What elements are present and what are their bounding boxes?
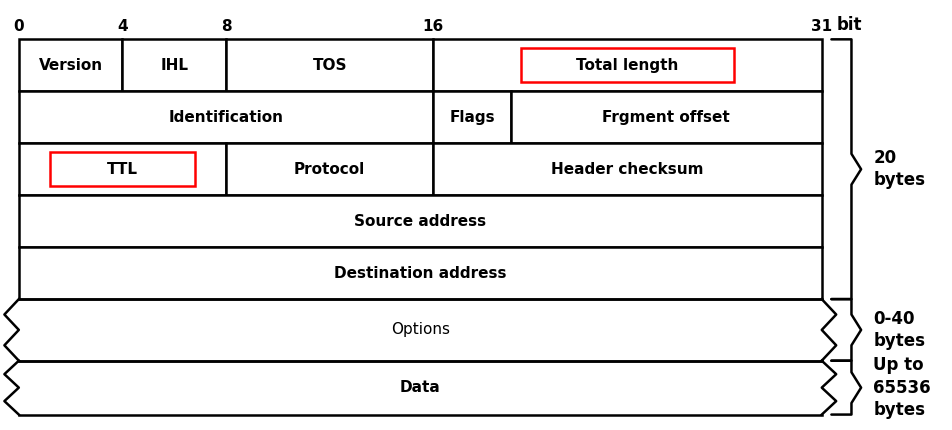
Bar	[19, 91, 433, 143]
Text: Protocol: Protocol	[294, 162, 365, 177]
Bar	[19, 195, 821, 247]
Text: Frgment offset: Frgment offset	[602, 110, 729, 125]
Text: 20
bytes: 20 bytes	[872, 149, 924, 189]
Bar	[433, 91, 510, 143]
Text: 31: 31	[810, 18, 831, 34]
Bar	[226, 143, 433, 195]
Text: 0: 0	[13, 18, 24, 34]
Bar	[226, 39, 433, 91]
Bar	[433, 143, 821, 195]
Text: TTL: TTL	[107, 162, 138, 177]
Text: 8: 8	[221, 18, 231, 34]
Text: Options: Options	[390, 322, 449, 338]
Text: Header checksum: Header checksum	[550, 162, 703, 177]
Text: 0-40
bytes: 0-40 bytes	[872, 310, 924, 350]
Text: Up to
65536
bytes: Up to 65536 bytes	[872, 356, 930, 419]
Bar	[19, 247, 821, 299]
Text: Source address: Source address	[354, 214, 486, 229]
Bar	[19, 143, 226, 195]
Bar	[433, 39, 821, 91]
Bar	[50, 152, 195, 186]
Bar	[19, 39, 122, 91]
Bar	[520, 49, 734, 82]
Text: bit: bit	[835, 15, 861, 34]
Text: 16: 16	[422, 18, 444, 34]
Text: Identification: Identification	[169, 110, 284, 125]
Text: Data: Data	[400, 380, 440, 395]
Text: Total length: Total length	[576, 58, 678, 73]
Text: Version: Version	[38, 58, 103, 73]
Bar	[122, 39, 226, 91]
Text: TOS: TOS	[312, 58, 347, 73]
Text: 4: 4	[117, 18, 128, 34]
Text: IHL: IHL	[160, 58, 188, 73]
Text: Flags: Flags	[448, 110, 494, 125]
Text: Destination address: Destination address	[334, 266, 506, 281]
Bar	[510, 91, 821, 143]
